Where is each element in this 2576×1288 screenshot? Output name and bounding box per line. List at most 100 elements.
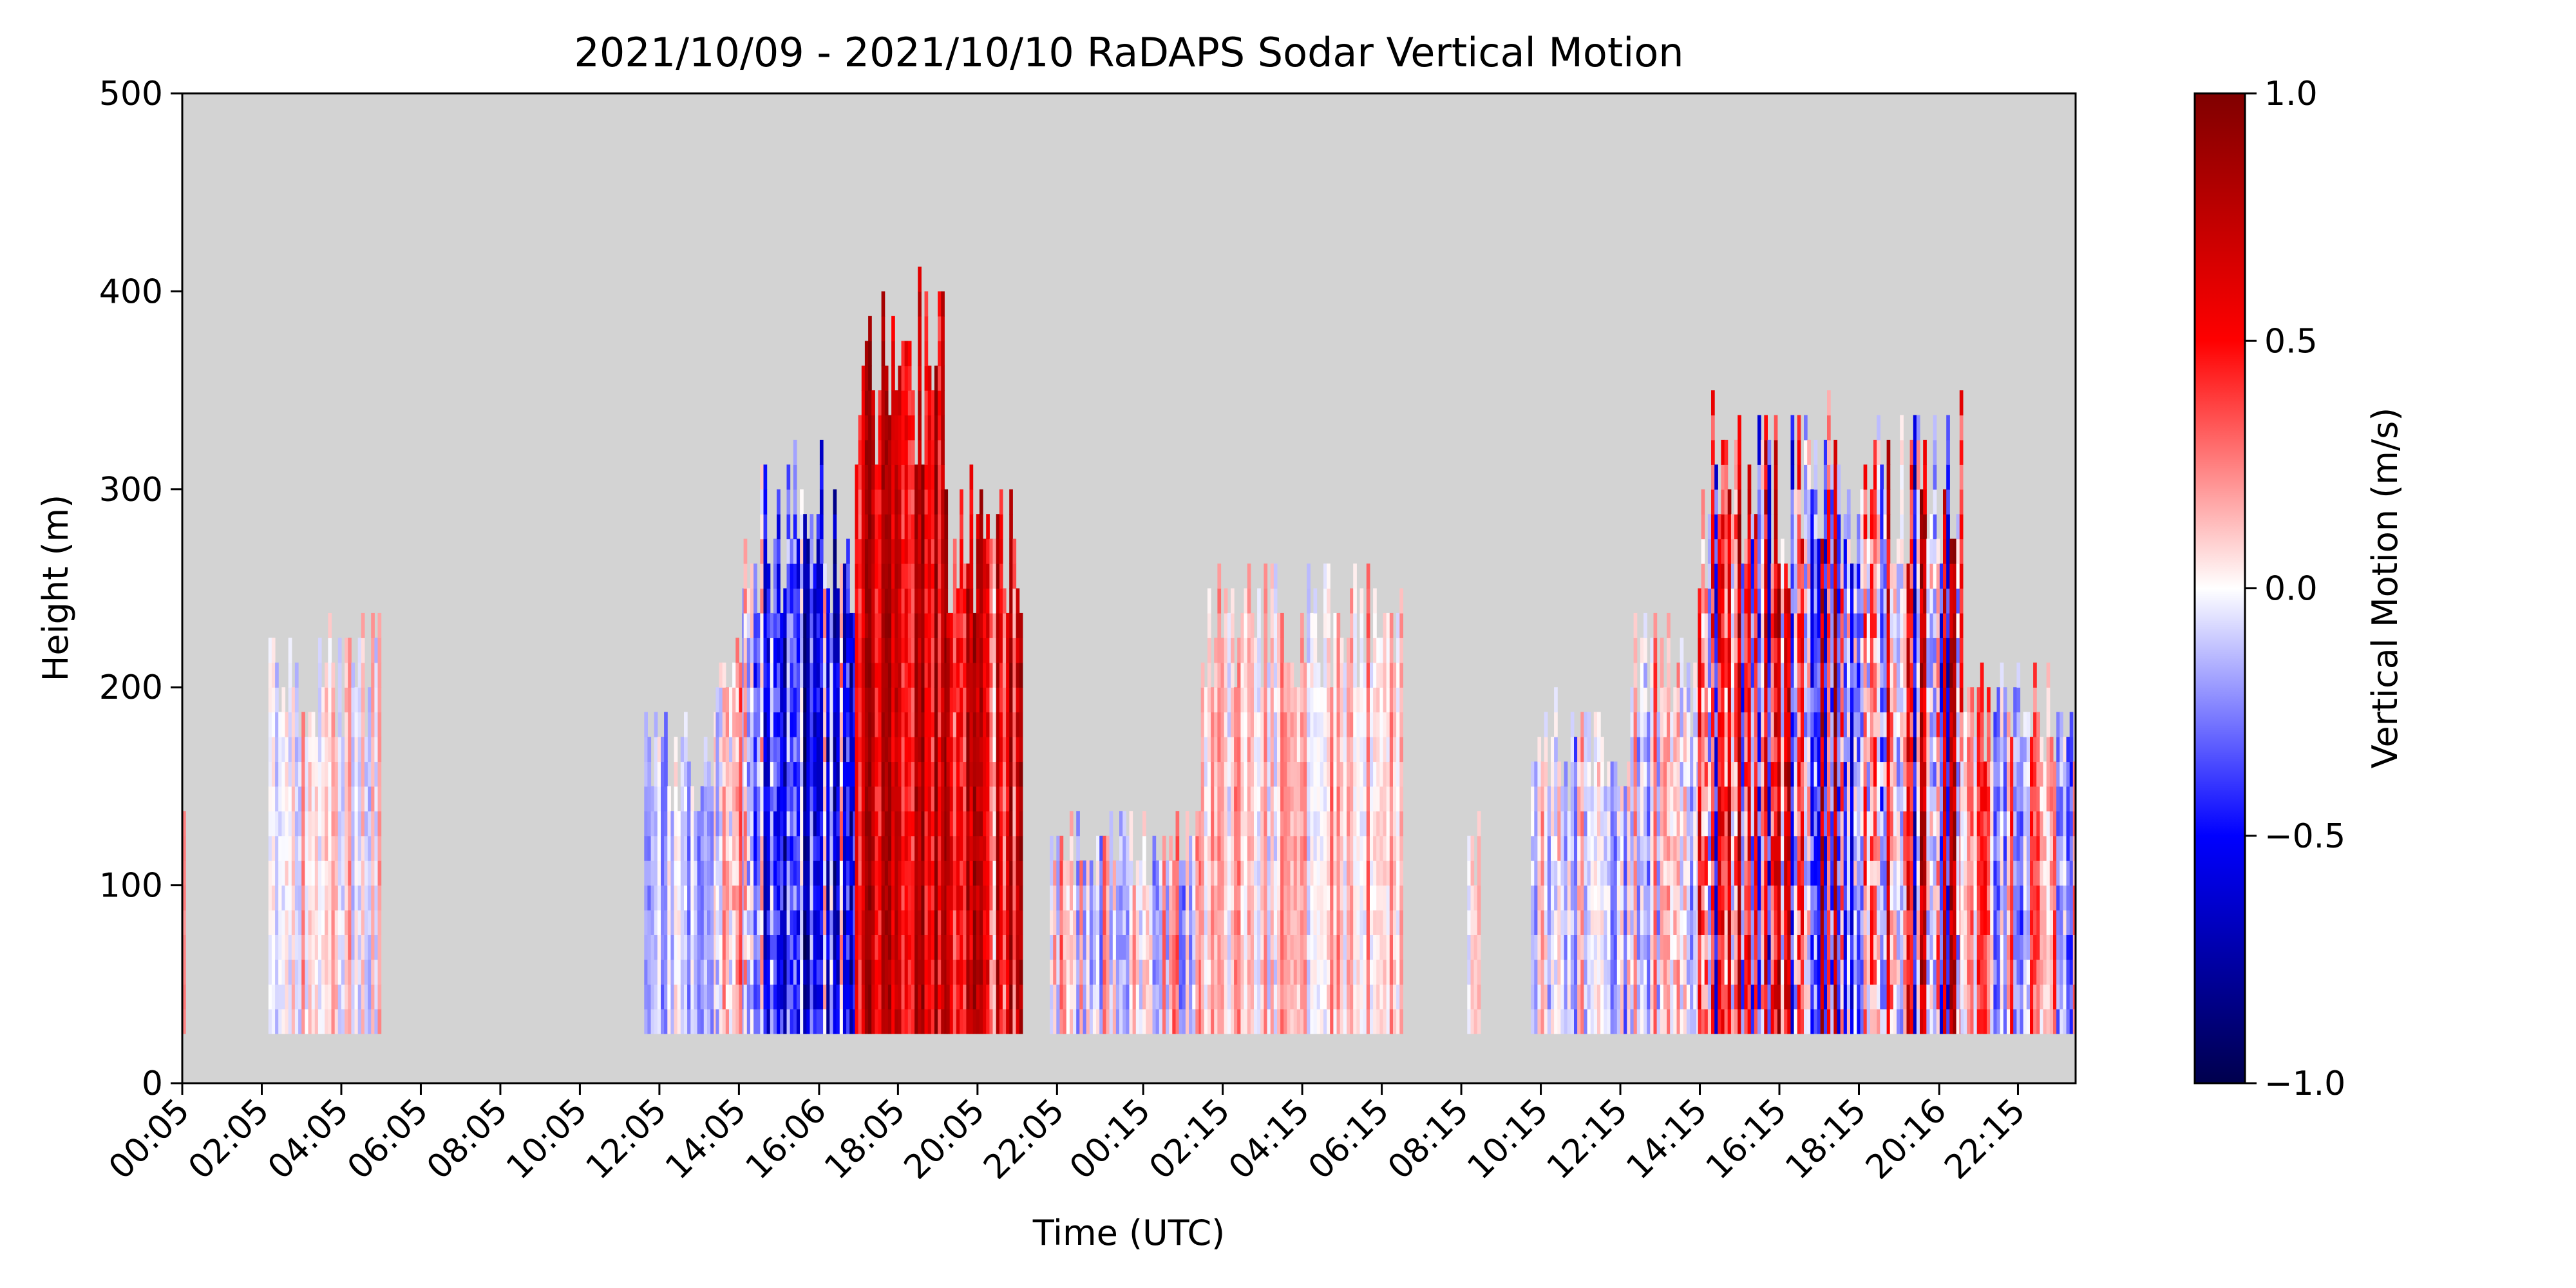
heatmap-cell [1300,712,1304,737]
heatmap-cell [746,662,751,688]
heatmap-cell [956,835,960,861]
heatmap-cell [1353,687,1357,713]
heatmap-cell [823,687,827,713]
heatmap-cell [999,712,1003,737]
heatmap-cell [780,1009,784,1034]
heatmap-cell [354,835,359,861]
heatmap-cell [1711,464,1715,490]
heatmap-cell [1359,1009,1364,1034]
heatmap-cell [661,984,665,1010]
heatmap-cell [1680,638,1684,663]
heatmap-cell [875,638,879,663]
heatmap-cell [963,687,967,713]
heatmap-cell [317,934,322,960]
heatmap-cell [969,712,974,737]
heatmap-cell [684,835,688,861]
heatmap-cell [763,761,768,787]
heatmap-cell [969,638,974,663]
heatmap-cell [1633,687,1638,713]
heatmap-cell [931,390,935,416]
heatmap-cell [684,860,688,886]
heatmap-cell [898,984,902,1010]
heatmap-cell [1359,959,1364,985]
heatmap-cell [750,712,754,737]
heatmap-cell [1277,786,1281,811]
heatmap-cell [770,737,774,762]
heatmap-cell [996,786,1000,811]
heatmap-cell [1287,761,1291,787]
heatmap-cell [891,934,895,960]
heatmap-cell [288,761,292,787]
heatmap-cell [833,514,837,540]
heatmap-cell [1227,662,1231,688]
heatmap-cell [1204,910,1208,935]
heatmap-cell [1607,761,1611,787]
heatmap-cell [1122,910,1126,935]
heatmap-cell [1287,910,1291,935]
heatmap-cell [1244,761,1248,787]
heatmap-cell [1320,737,1324,762]
heatmap-cell [1195,835,1199,861]
heatmap-cell [878,761,882,787]
heatmap-cell [357,984,362,1010]
heatmap-cell [1195,984,1199,1010]
heatmap-cell [1316,761,1321,787]
heatmap-cell [1587,786,1591,811]
heatmap-cell [780,712,784,737]
heatmap-cell [938,588,942,614]
heatmap-cell [780,959,784,985]
heatmap-cell [884,514,889,540]
heatmap-cell [317,687,322,713]
heatmap-cell [1307,662,1311,688]
heatmap-cell [1267,712,1271,737]
heatmap-cell [1557,984,1561,1010]
heatmap-cell [311,761,316,787]
heatmap-cell [743,712,748,737]
heatmap-cell [1050,1009,1054,1034]
heatmap-cell [960,835,963,861]
heatmap-cell [887,959,892,985]
heatmap-cell [337,786,342,811]
heatmap-cell [1220,984,1225,1010]
heatmap-cell [907,564,912,589]
heatmap-cell [989,1009,994,1034]
heatmap-cell [291,712,296,737]
heatmap-cell [1721,588,1725,614]
heatmap-cell [374,885,379,911]
heatmap-cell [895,588,898,614]
heatmap-cell [1544,737,1548,762]
heatmap-cell [1257,712,1261,737]
heatmap-cell [1633,786,1638,811]
heatmap-cell [661,860,665,886]
heatmap-cell [278,1009,282,1034]
heatmap-cell [878,835,882,861]
heatmap-cell [836,934,840,960]
heatmap-cell [1604,885,1607,911]
heatmap-cell [895,439,898,465]
heatmap-cell [1149,910,1153,935]
heatmap-cell [298,959,302,985]
heatmap-cell [341,1009,345,1034]
heatmap-cell [677,934,681,960]
heatmap-cell [1718,737,1721,762]
heatmap-cell [1698,959,1702,985]
heatmap-cell [368,1009,372,1034]
heatmap-cell [328,811,332,837]
heatmap-cell [294,1009,299,1034]
heatmap-cell [1330,835,1334,861]
heatmap-cell [1012,984,1017,1010]
heatmap-cell [1006,662,1010,688]
heatmap-cell [996,588,1000,614]
heatmap-cell [1313,712,1318,737]
heatmap-cell [895,737,898,762]
heatmap-cell [1327,934,1331,960]
heatmap-cell [911,761,915,787]
heatmap-cell [946,959,951,985]
heatmap-cell [687,1009,691,1034]
heatmap-cell [871,415,875,440]
heatmap-cell [996,612,1000,638]
heatmap-cell [884,662,889,688]
heatmap-cell [914,538,918,564]
heatmap-cell [1350,662,1354,688]
heatmap-cell [268,885,272,911]
